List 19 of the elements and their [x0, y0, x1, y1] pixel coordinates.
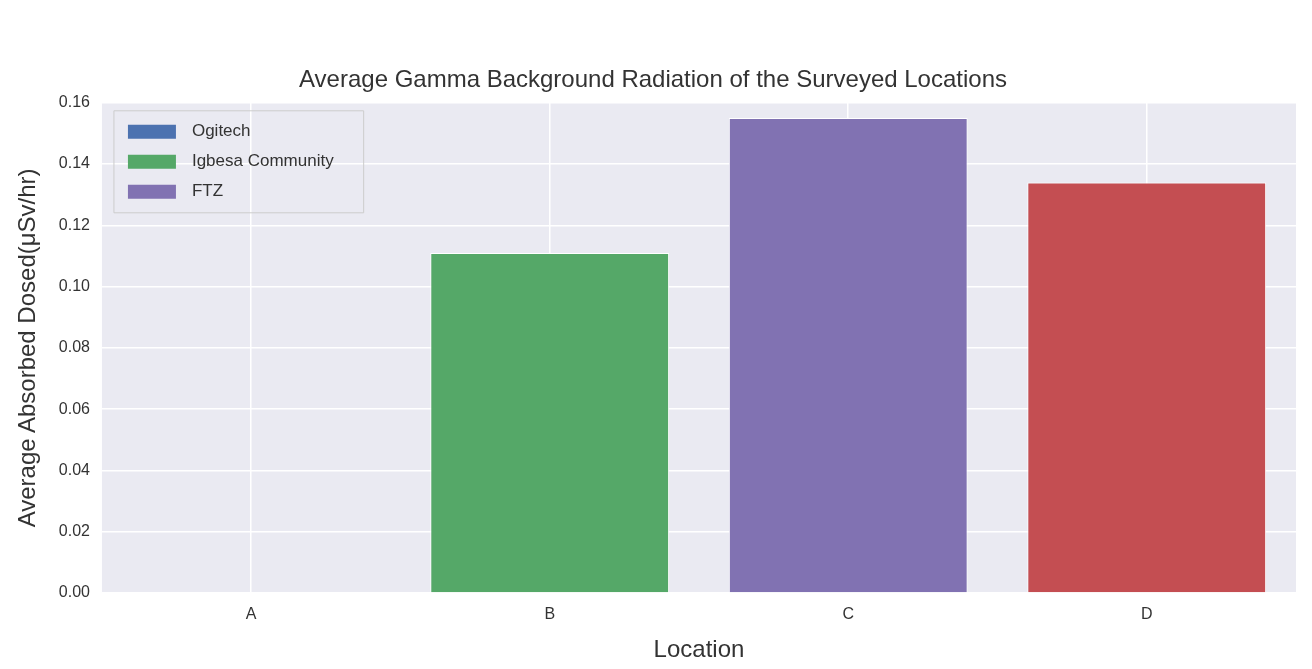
y-tick-label: 0.12	[58, 215, 91, 233]
y-tick-label: 0.10	[58, 277, 91, 295]
y-tick-label: 0.16	[58, 93, 91, 111]
y-tick-label: 0.02	[58, 522, 91, 540]
y-tick-label: 0.06	[58, 399, 91, 417]
x-tick-label: A	[245, 605, 257, 623]
x-tick-label: D	[1140, 605, 1153, 623]
x-tick-label: C	[842, 605, 855, 623]
x-axis-title: Location	[653, 635, 745, 663]
chart-title: Average Gamma Background Radiation of the Surveyed Locations	[299, 65, 1007, 93]
legend-label: FTZ	[191, 181, 224, 201]
legend-label: Ogitech	[191, 121, 251, 141]
y-tick-label: 0.08	[58, 338, 91, 356]
y-tick-label: 0.14	[58, 154, 91, 172]
y-tick-label: 0.04	[58, 460, 91, 478]
x-tick-label: B	[544, 605, 556, 623]
legend-label: Igbesa Community	[191, 151, 335, 171]
y-tick-label: 0.00	[58, 583, 91, 601]
y-axis-title: Average Absorbed Dosed(μSv/hr)	[13, 168, 41, 528]
